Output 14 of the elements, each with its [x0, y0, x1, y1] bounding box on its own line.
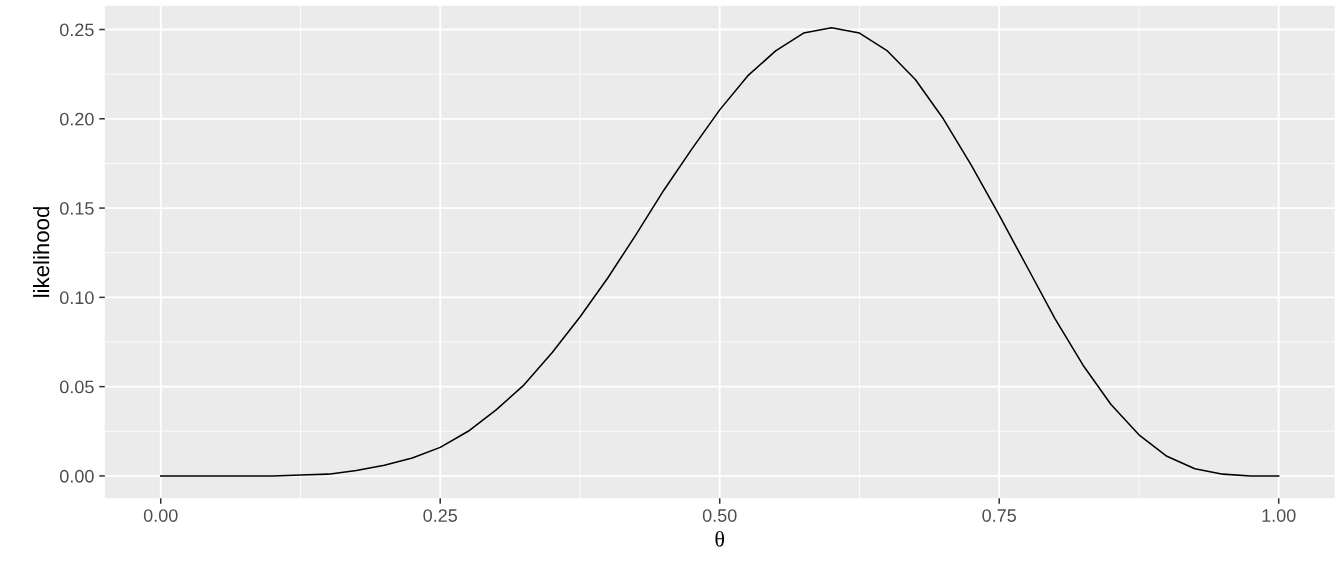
y-tick-label: 0.20 — [59, 112, 94, 126]
x-tick-label: 1.00 — [1262, 509, 1296, 522]
y-tick-label: 0.15 — [59, 202, 94, 215]
x-axis-title: θ — [715, 530, 725, 547]
x-tick-label: 0.00 — [143, 509, 178, 522]
y-tick-label: 0.00 — [59, 469, 94, 483]
x-tick-label: 0.75 — [982, 509, 1017, 522]
y-axis-title: likelihood — [33, 207, 50, 297]
x-tick-label: 0.25 — [423, 509, 458, 522]
y-tick-label: 0.25 — [59, 23, 94, 37]
y-tick-label: 0.10 — [59, 291, 94, 305]
x-tick-label: 0.50 — [702, 509, 737, 522]
line-series — [159, 26, 1280, 477]
y-tick-label: 0.05 — [59, 380, 94, 394]
